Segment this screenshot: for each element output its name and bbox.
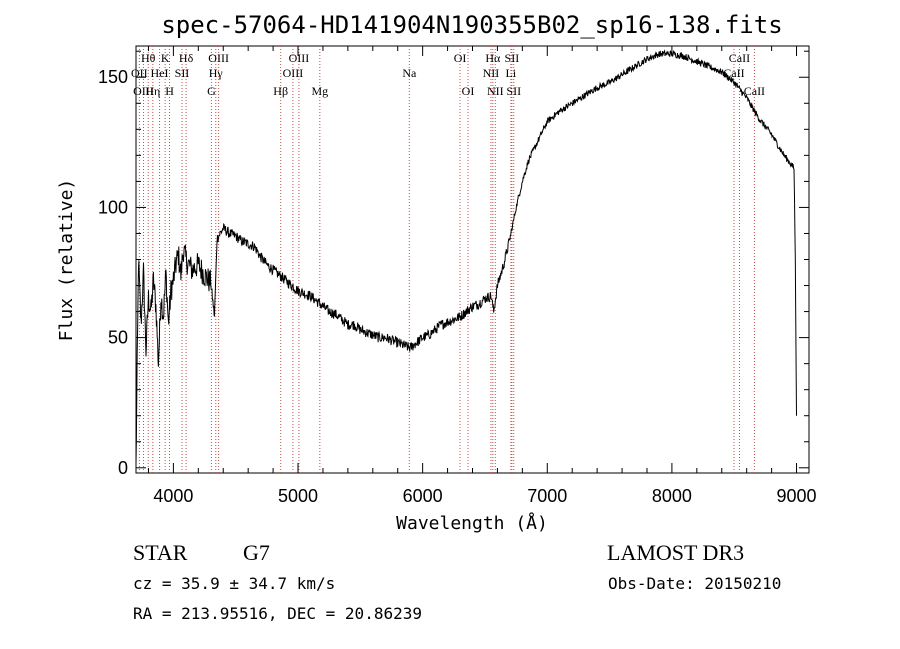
spectral-line-label: OIII bbox=[283, 66, 304, 80]
spectral-subclass: G7 bbox=[243, 540, 270, 565]
spectral-line-label: Hγ bbox=[209, 66, 224, 80]
y-tick-label: 100 bbox=[98, 197, 128, 217]
spectral-line-label: Hθ bbox=[141, 51, 156, 65]
spectral-line-label: K bbox=[161, 51, 170, 65]
spectral-line-label: Hδ bbox=[179, 51, 194, 65]
ra-dec: RA = 213.95516, DEC = 20.86239 bbox=[133, 604, 422, 623]
spectral-line-label: Na bbox=[402, 66, 417, 80]
flux-series-line bbox=[135, 49, 797, 464]
x-tick-label: 6000 bbox=[403, 486, 443, 506]
x-axis-label: Wavelength (Å) bbox=[396, 512, 548, 534]
plot-frame bbox=[135, 45, 810, 474]
x-tick-label: 4000 bbox=[153, 486, 193, 506]
spectral-line-label: SII bbox=[505, 51, 520, 65]
spectral-line-label: NII bbox=[483, 66, 500, 80]
x-tick-label: 7000 bbox=[527, 486, 567, 506]
spectral-line-label: Mg bbox=[311, 84, 328, 98]
redshift-cz: cz = 35.9 ± 34.7 km/s bbox=[133, 574, 335, 593]
spectral-line-label: SII bbox=[506, 84, 521, 98]
chart-title: spec-57064-HD141904N190355B02_sp16-138.f… bbox=[161, 11, 782, 39]
observation-date: Obs-Date: 20150210 bbox=[608, 574, 781, 593]
spectral-line-label: NII bbox=[487, 84, 504, 98]
spectral-line-label: OIII bbox=[289, 51, 310, 65]
spectral-line-label: CaII bbox=[723, 66, 744, 80]
spectral-line-label: OI bbox=[454, 51, 467, 65]
spectral-line-markers bbox=[138, 46, 755, 473]
x-tick-label: 5000 bbox=[278, 486, 318, 506]
spectral-line-label: OI bbox=[462, 84, 475, 98]
object-type: STAR bbox=[133, 540, 188, 565]
spectral-line-label: OIII bbox=[133, 84, 154, 98]
spectral-line-label: CaII bbox=[744, 84, 765, 98]
y-tick-label: 50 bbox=[108, 328, 128, 348]
spectral-line-label: G bbox=[207, 84, 216, 98]
spectral-line-label: Li bbox=[506, 66, 517, 80]
spectral-line-label: CaII bbox=[729, 51, 750, 65]
spectral-line-label: OII bbox=[131, 66, 148, 80]
spectral-line-label: SII bbox=[175, 66, 190, 80]
y-tick-label: 150 bbox=[98, 67, 128, 87]
x-tick-label: 8000 bbox=[652, 486, 692, 506]
y-axis-label: Flux (relative) bbox=[56, 179, 77, 342]
survey-name: LAMOST DR3 bbox=[607, 540, 744, 565]
spectral-line-label: Hη bbox=[145, 84, 160, 98]
spectral-line-label: OIII bbox=[208, 51, 229, 65]
spectral-line-label: HeI bbox=[151, 66, 169, 80]
x-tick-label: 9000 bbox=[777, 486, 817, 506]
spectral-line-label: Hα bbox=[485, 51, 501, 65]
y-tick-label: 0 bbox=[118, 458, 128, 478]
spectral-line-label: H bbox=[165, 84, 174, 98]
x-axis-ticks: 4000 5000 6000 7000 8000 9000 bbox=[147, 46, 817, 506]
y-axis-ticks: 0 50 100 150 bbox=[98, 50, 809, 478]
spectral-line-label: Hβ bbox=[273, 84, 288, 98]
